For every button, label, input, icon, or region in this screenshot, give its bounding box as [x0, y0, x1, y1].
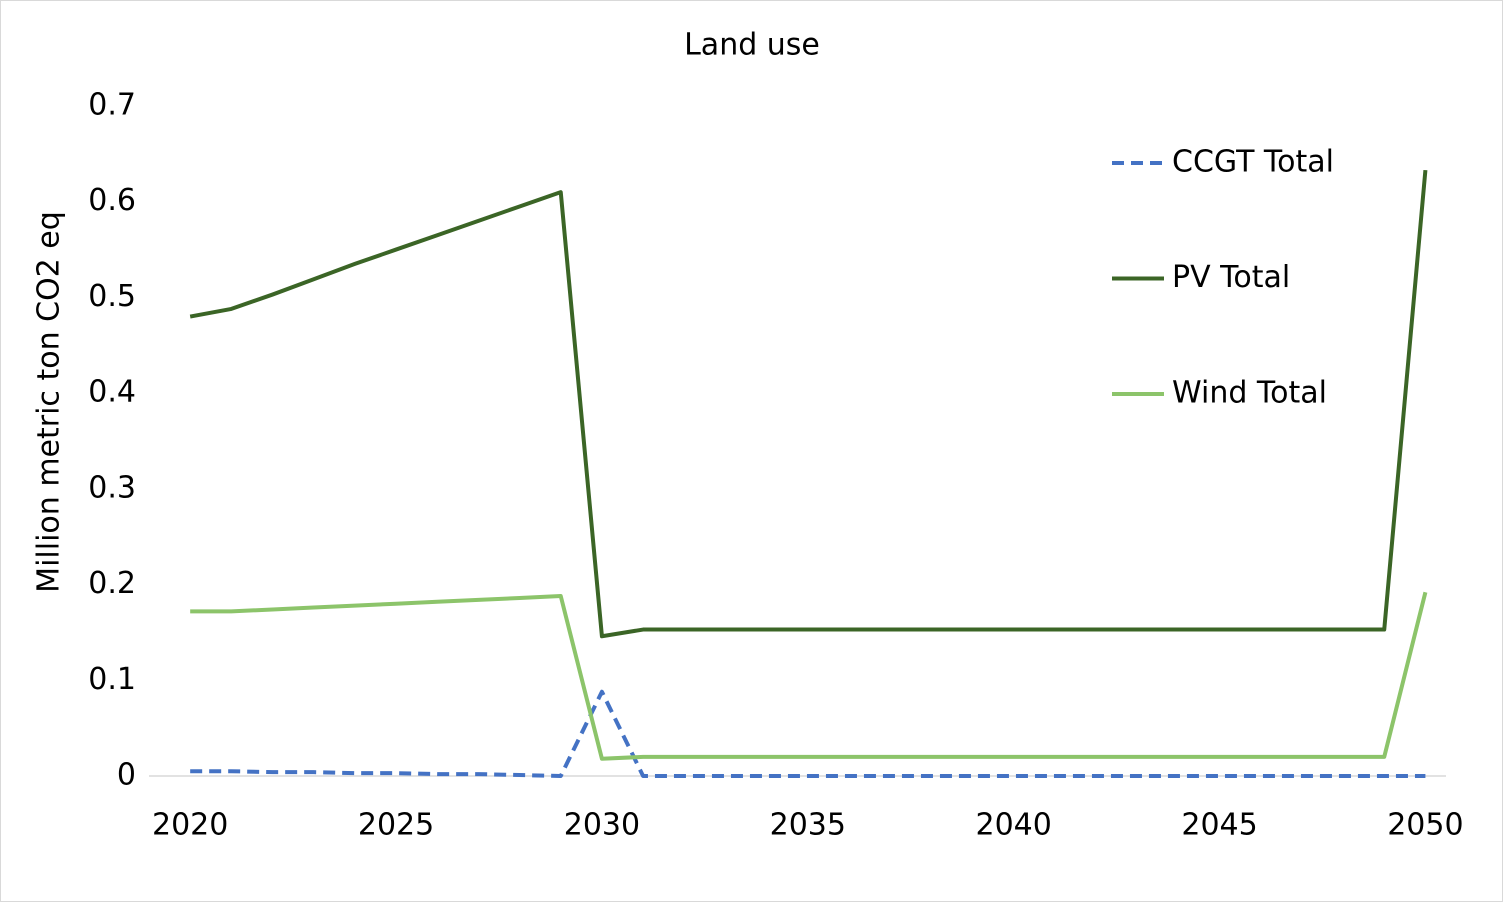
chart-title: Land use — [684, 28, 820, 63]
legend-label: PV Total — [1172, 260, 1290, 295]
x-tick-label: 2045 — [1181, 808, 1257, 843]
x-tick-label: 2030 — [564, 808, 640, 843]
x-tick-label: 2020 — [152, 808, 228, 843]
x-tick-label: 2025 — [358, 808, 434, 843]
data-line — [190, 591, 1428, 761]
y-axis-label: Million metric ton CO2 eq — [32, 211, 67, 593]
legend-label: CCGT Total — [1172, 145, 1334, 180]
x-tick-label: 2040 — [975, 808, 1051, 843]
y-tick-label: 0.1 — [88, 662, 136, 697]
y-tick-label: 0 — [117, 758, 136, 793]
x-tick-label: 2035 — [770, 808, 846, 843]
y-tick-label: 0.7 — [88, 88, 136, 123]
data-line — [190, 689, 1426, 778]
y-tick-label: 0.5 — [88, 279, 136, 314]
y-tick-label: 0.3 — [88, 470, 136, 505]
x-tick-label: 2050 — [1387, 808, 1463, 843]
data-line — [189, 169, 1428, 639]
legend-label: Wind Total — [1172, 376, 1327, 411]
y-tick-label: 0.4 — [88, 375, 136, 410]
y-tick-label: 0.6 — [88, 183, 136, 218]
y-tick-label: 0.2 — [88, 566, 136, 601]
